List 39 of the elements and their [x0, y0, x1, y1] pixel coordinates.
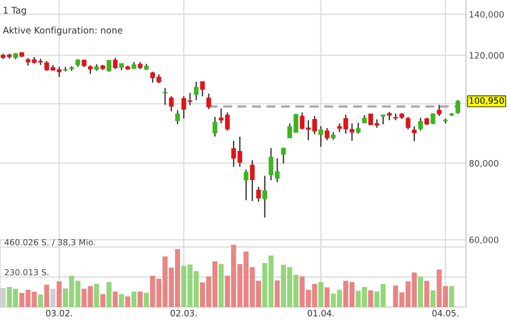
candlestick — [256, 186, 261, 202]
candlestick — [194, 81, 199, 101]
candlestick — [312, 115, 317, 135]
y-tick-label: 230.013 S. — [4, 269, 48, 276]
candlestick — [456, 99, 460, 114]
candlestick — [436, 104, 442, 117]
candlestick — [281, 147, 286, 164]
candlestick — [212, 116, 218, 138]
candlestick — [106, 60, 112, 72]
y-tick-label: 60,000 — [469, 236, 498, 244]
candlestick — [380, 114, 386, 125]
candlestick — [200, 80, 205, 97]
candlestick — [244, 168, 248, 201]
y-tick-label: 460.026 S. — [4, 239, 48, 246]
text: 100,950 — [470, 97, 504, 105]
y-tick-label: 120,000 — [470, 52, 504, 60]
candlestick — [162, 87, 168, 106]
x-tick-label: 01.04. — [308, 310, 334, 316]
annotation: / 38,3 Mio. — [52, 238, 95, 246]
candlestick — [262, 175, 268, 218]
candlestick — [69, 66, 74, 72]
candlestick — [418, 117, 423, 132]
text: 1 Tag — [4, 6, 26, 16]
candlestick — [206, 92, 212, 110]
candlestick — [318, 126, 324, 148]
candlestick — [168, 96, 174, 112]
candlestick — [356, 122, 361, 134]
candlestick — [250, 160, 255, 202]
candlestick — [406, 116, 410, 130]
x-tick-label: 03.02. — [46, 310, 72, 316]
candlestick — [324, 127, 330, 141]
candlestick — [112, 57, 118, 70]
text: Aktive Konfiguration: none — [2, 26, 122, 36]
x-tick-label: 02.03. — [170, 310, 197, 316]
y-tick-label: 80,000 — [469, 160, 498, 168]
candlestick — [175, 110, 180, 125]
y-tick-label: 140,000 — [470, 11, 504, 19]
candlestick — [412, 126, 417, 142]
x-tick-label: 04.05. — [432, 310, 458, 316]
